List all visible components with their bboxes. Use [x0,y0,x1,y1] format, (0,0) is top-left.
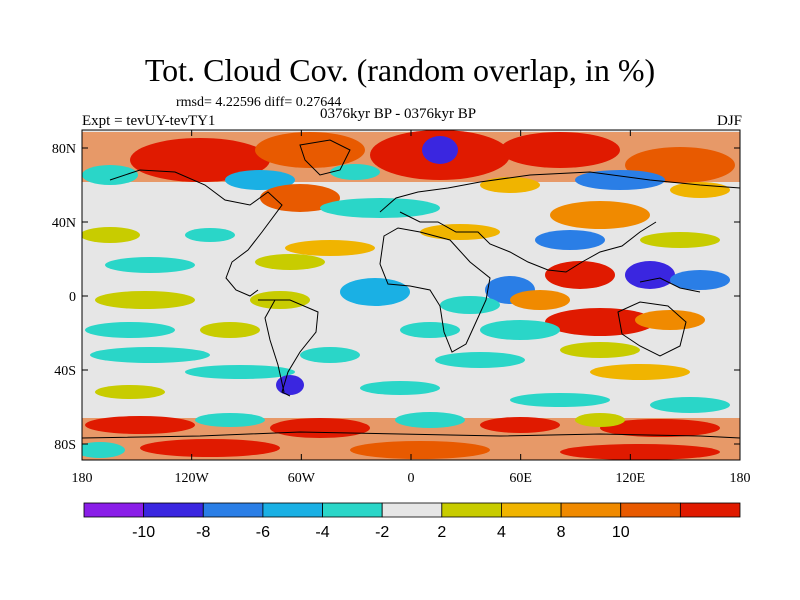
colorbar-label: 10 [612,524,630,541]
colorbar-swatch [441,502,502,518]
longitude-axis: 180 120W 60W 0 60E 120E 180 [72,130,751,486]
colorbar-swatch [202,502,264,518]
colorbar-label: -10 [132,524,155,541]
colorbar-label: 8 [557,524,566,541]
lon-tick-label: 60W [288,471,316,486]
lat-tick-label: 80N [52,142,76,157]
lat-tick-label: 40S [54,364,76,379]
latitude-axis: 80N 40N 0 40S 80S [52,142,740,453]
lon-tick-label: 180 [72,471,93,486]
colorbar-swatch [381,502,443,518]
colorbar: -10 -8 -6 -4 -2 2 4 8 10 [83,502,741,541]
colorbar-label: -8 [196,524,210,541]
period-label: 0376kyr BP - 0376kyr BP [320,106,477,122]
season-label: DJF [716,113,742,129]
lat-tick-label: 80S [54,438,76,453]
experiment-label: Expt = tevUY-tevTY1 [82,113,216,129]
colorbar-label: -6 [256,524,270,541]
colorbar-swatch [322,502,383,518]
lon-tick-label: 180 [730,471,751,486]
colorbar-swatch [560,502,622,518]
colorbar-swatch [620,502,681,518]
colorbar-label: -4 [315,524,329,541]
lon-tick-label: 60E [509,471,532,486]
lon-tick-label: 120W [175,471,210,486]
map-field [82,130,740,460]
colorbar-swatch [262,502,323,518]
stats-text: rmsd= 4.22596 diff= 0.27644 [176,95,342,110]
colorbar-swatch [83,502,145,518]
colorbar-swatch [143,502,204,518]
colorbar-label: 4 [497,524,506,541]
colorbar-label: -2 [375,524,389,541]
map-title: Tot. Cloud Cov. (random overlap, in %) [144,52,656,88]
lon-tick-label: 0 [408,471,415,486]
colorbar-label: 2 [437,524,446,541]
lon-tick-label: 120E [616,471,646,486]
colorbar-swatch [679,502,741,518]
lat-tick-label: 0 [69,290,76,305]
lat-tick-label: 40N [52,216,76,231]
colorbar-swatch [501,502,562,518]
